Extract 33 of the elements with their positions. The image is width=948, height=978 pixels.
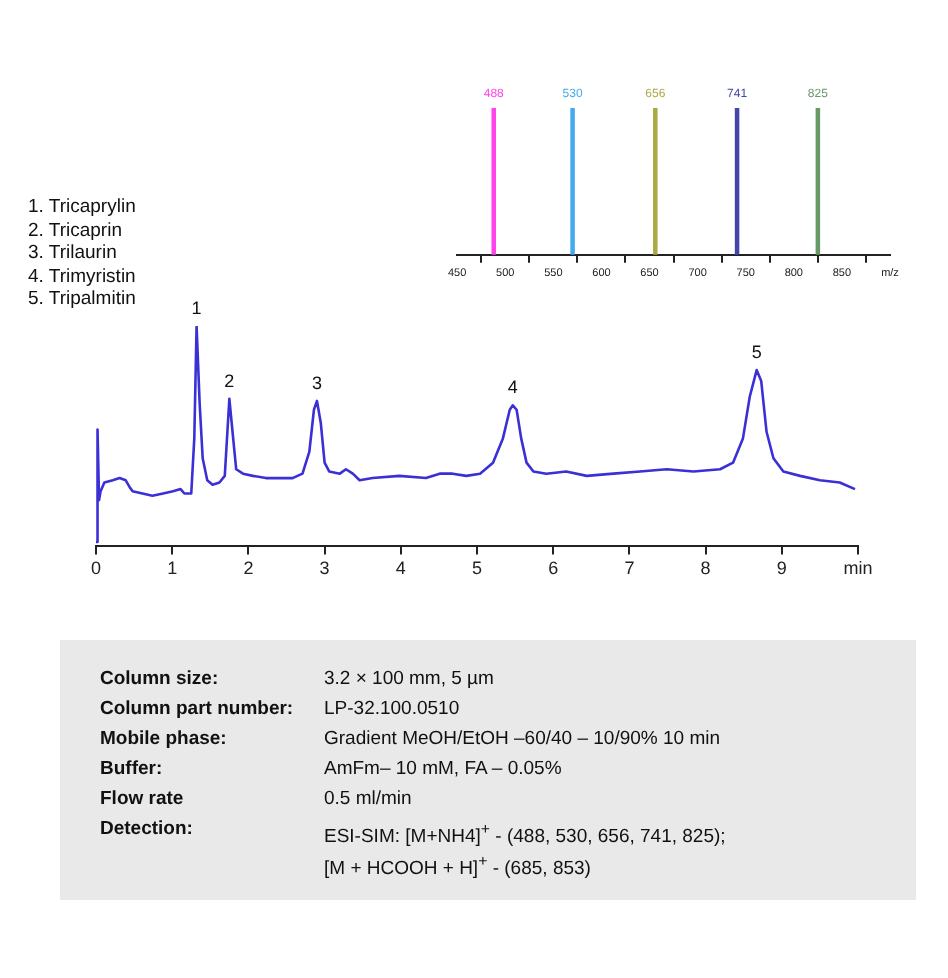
text: 0.5 ml/min [324, 788, 414, 812]
x-tick-label: min [843, 558, 873, 579]
x-tick-label: 8 [700, 558, 711, 579]
text: Buffer: [100, 758, 165, 782]
annotation: 3 [311, 372, 322, 393]
x-tick-label: 3 [319, 558, 330, 579]
text: Detection: [100, 818, 195, 844]
text: Flow rate [100, 788, 186, 812]
x-tick-label: 4 [395, 558, 406, 579]
text: AmFm– 10 mM, FA – 0.05% [324, 758, 564, 782]
annotation: 2 [224, 370, 235, 391]
x-tick-label: 9 [776, 558, 787, 579]
text: 1. Tricaprylin [28, 196, 136, 220]
text: ESI-SIM: [M+NH4]$^{+}$ - (488, 530, 656, 741, 825); [M + HCOOH + H]$^{+}$ - (685, 853) [324, 818, 726, 883]
text: Column size: [100, 668, 221, 692]
x-tick-label: 2 [243, 558, 254, 579]
x-tick-label: 6 [548, 558, 559, 579]
x-tick-label: 5 [471, 558, 483, 579]
text: Gradient MeOH/EtOH –60/40 – 10/90% 10 min [324, 728, 723, 752]
text: 3.2 × 100 mm, 5 µm [324, 668, 496, 692]
annotation: 4 [507, 377, 518, 398]
text: Mobile phase: [100, 728, 229, 752]
annotation: 1 [191, 297, 202, 318]
text: 2. Tricaprin [28, 219, 124, 243]
x-tick-label: 0 [90, 558, 102, 579]
annotation: 5 [751, 342, 762, 363]
text: Column part number: [100, 698, 296, 722]
text: 3. Trilaurin [28, 242, 119, 266]
text: 4. Trimyristin [28, 265, 136, 289]
text: LP-32.100.0510 [324, 698, 462, 722]
text: 5. Tripalmitin [28, 288, 136, 312]
x-tick-label: 7 [624, 558, 635, 579]
x-tick-label: 1 [167, 558, 178, 579]
